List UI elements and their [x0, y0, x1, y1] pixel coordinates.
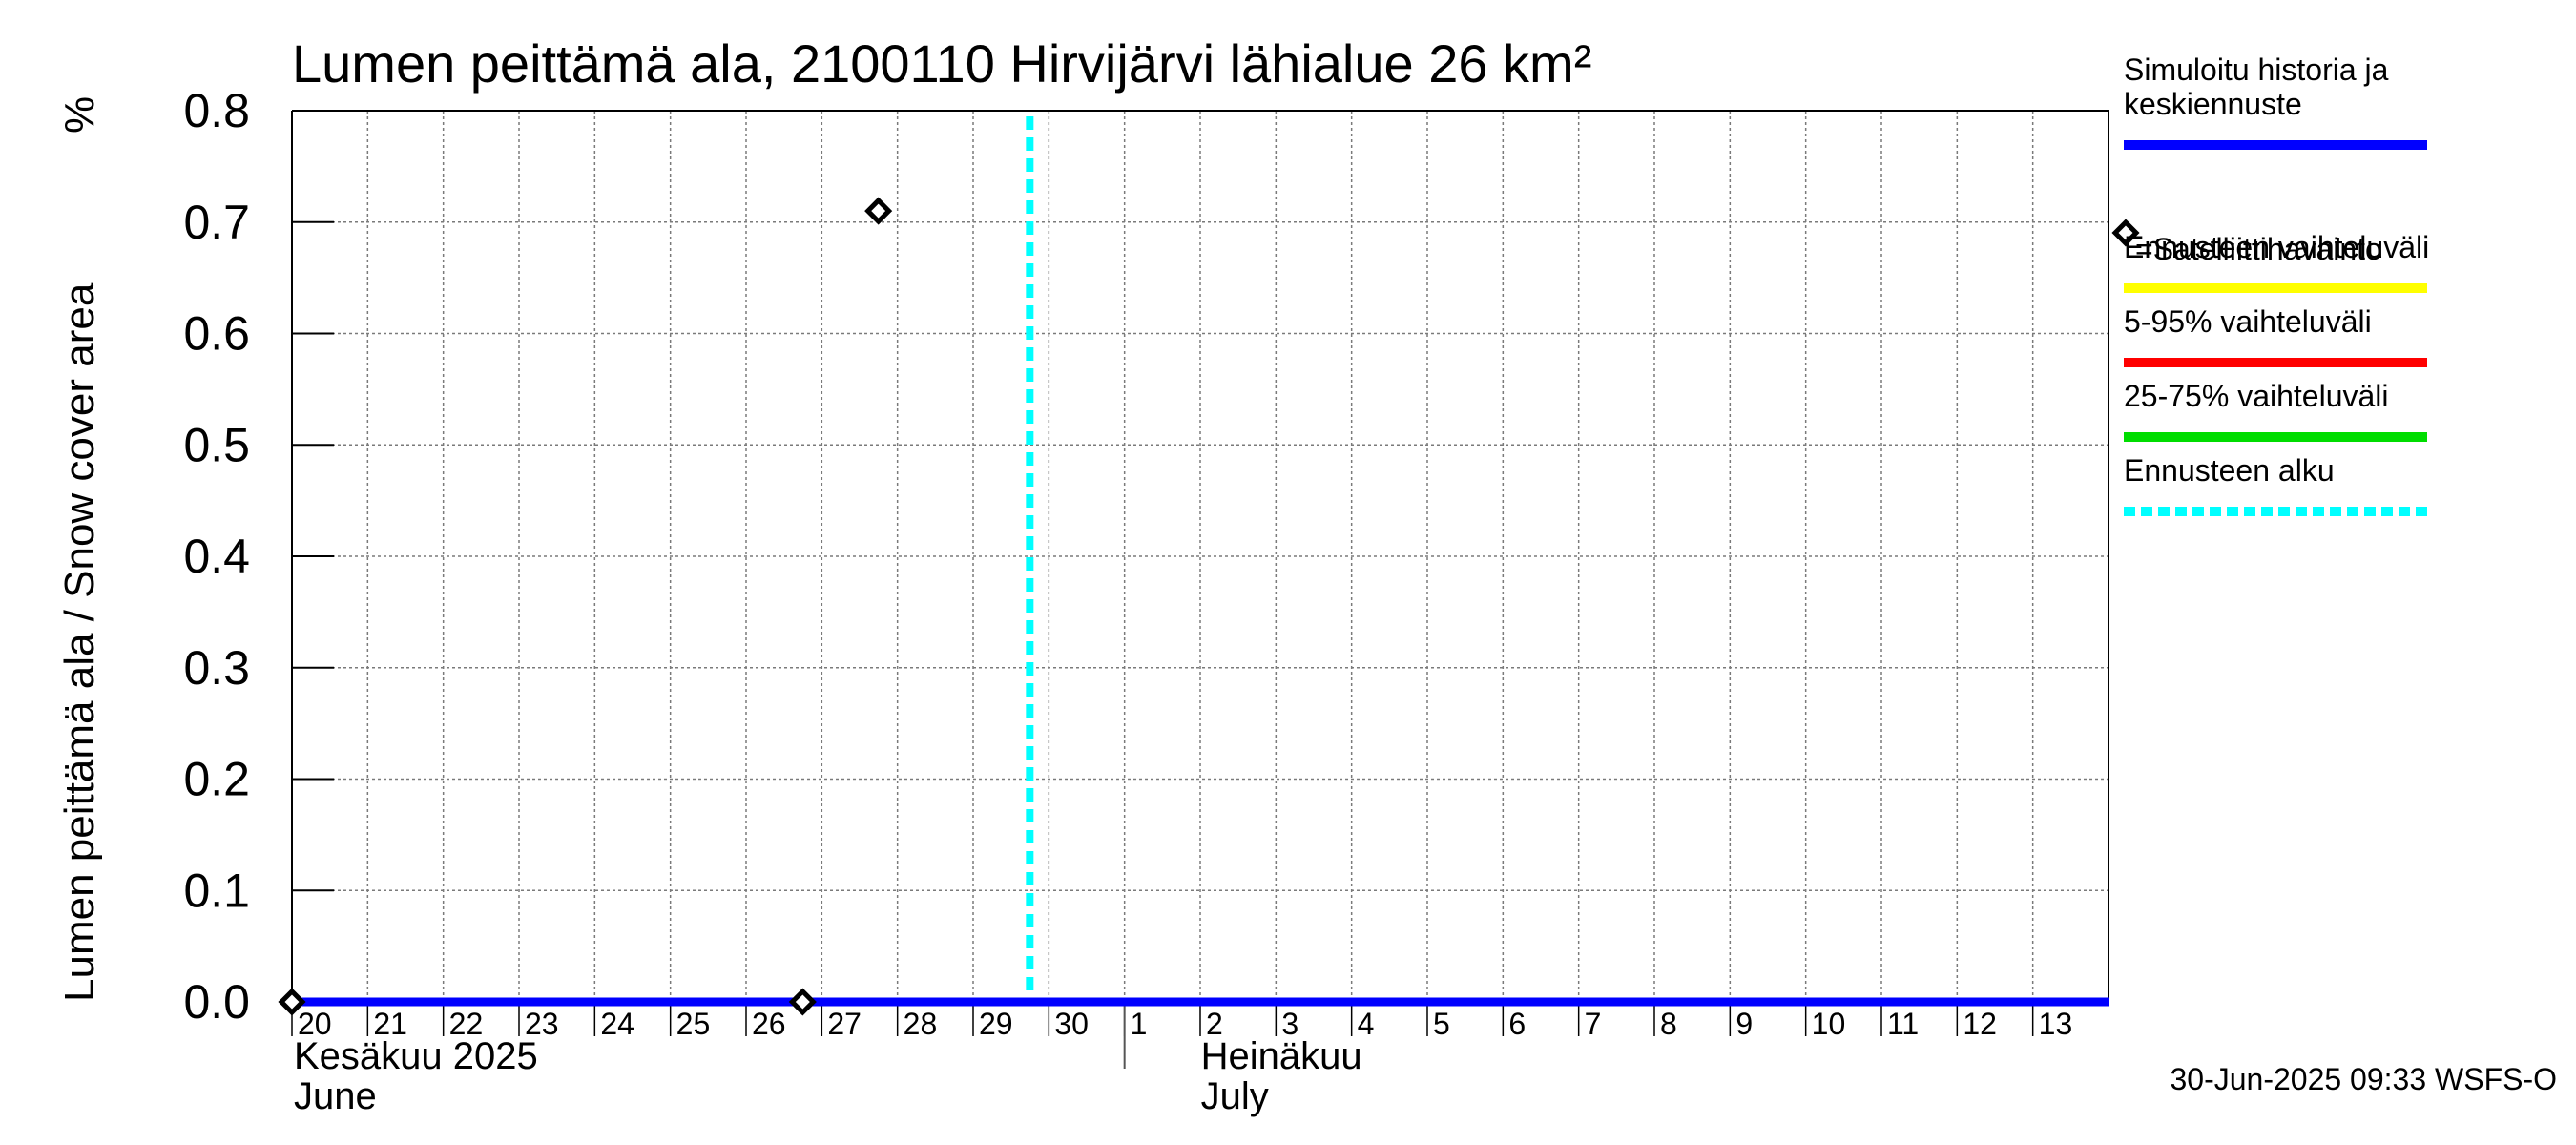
x-tick-label: 3 [1281, 1007, 1298, 1041]
y-tick-label: 0.7 [183, 196, 250, 249]
legend-label: 25-75% vaihteluväli [2124, 379, 2389, 413]
x-tick-label: 5 [1433, 1007, 1450, 1041]
y-tick-label: 0.1 [183, 864, 250, 917]
x-tick-label: 21 [373, 1007, 407, 1041]
x-tick-label: 1 [1131, 1007, 1148, 1041]
x-tick-label: 27 [827, 1007, 862, 1041]
month-label-en: June [294, 1075, 377, 1117]
x-tick-label: 2 [1206, 1007, 1223, 1041]
y-axis-unit: % [56, 96, 103, 134]
legend-label: Ennusteen vaihteluväli [2124, 230, 2429, 264]
satellite-observation-point [788, 988, 817, 1016]
chart-title: Lumen peittämä ala, 2100110 Hirvijärvi l… [292, 33, 1591, 94]
y-axis: 0.0 0.1 0.2 0.3 0.4 0.5 0.6 0.7 0.8 [183, 84, 334, 1029]
legend-label: Simuloitu historia ja [2124, 52, 2389, 87]
x-tick-label: 22 [449, 1007, 484, 1041]
legend-diamond-marker [2111, 219, 2140, 247]
x-tick-label: 30 [1054, 1007, 1089, 1041]
month-label-en: July [1201, 1075, 1269, 1117]
legend-label: Ennusteen alku [2124, 453, 2335, 488]
series-layer [278, 116, 2109, 1016]
x-axis: 20 21 22 23 24 25 26 27 28 29 30 1 2 3 4 5 6 7 8 9 10 11 12 13K… [291, 1002, 2073, 1117]
legend-label: =Satelliittihavainto [2135, 232, 2382, 266]
x-tick-label: 28 [904, 1007, 938, 1041]
month-label-fi: Heinäkuu [1201, 1035, 1362, 1077]
x-tick-label: 11 [1887, 1007, 1919, 1041]
x-tick-label: 7 [1585, 1007, 1602, 1041]
x-tick-label: 25 [676, 1007, 711, 1041]
x-tick-label: 12 [1963, 1007, 1997, 1041]
x-tick-label: 6 [1508, 1007, 1526, 1041]
y-tick-label: 0.4 [183, 530, 250, 583]
y-tick-label: 0.2 [183, 753, 250, 806]
gridlines [292, 111, 2109, 1002]
legend-label: keskiennuste [2124, 87, 2302, 121]
x-tick-label: 9 [1735, 1007, 1753, 1041]
y-tick-label: 0.3 [183, 641, 250, 695]
y-tick-label: 0.8 [183, 84, 250, 137]
x-tick-label: 10 [1812, 1007, 1846, 1041]
x-tick-label: 24 [600, 1007, 634, 1041]
month-label-fi: Kesäkuu 2025 [294, 1035, 538, 1077]
x-tick-label: 29 [979, 1007, 1013, 1041]
x-tick-label: 8 [1660, 1007, 1677, 1041]
timestamp: 30-Jun-2025 09:33 WSFS-O [2170, 1062, 2557, 1096]
y-tick-label: 0.0 [183, 975, 250, 1029]
x-tick-label: 13 [2039, 1007, 2073, 1041]
satellite-observation-point [864, 197, 893, 225]
x-tick-label: 20 [298, 1007, 332, 1041]
y-tick-label: 0.5 [183, 418, 250, 471]
legend-label: 5-95% vaihteluväli [2124, 304, 2372, 339]
x-tick-label: 26 [752, 1007, 786, 1041]
satellite-observation-point [278, 988, 306, 1016]
x-tick-label: 23 [525, 1007, 559, 1041]
x-tick-label: 4 [1358, 1007, 1375, 1041]
y-axis-label: Lumen peittämä ala / Snow cover area [56, 282, 103, 1002]
y-tick-label: 0.6 [183, 307, 250, 361]
